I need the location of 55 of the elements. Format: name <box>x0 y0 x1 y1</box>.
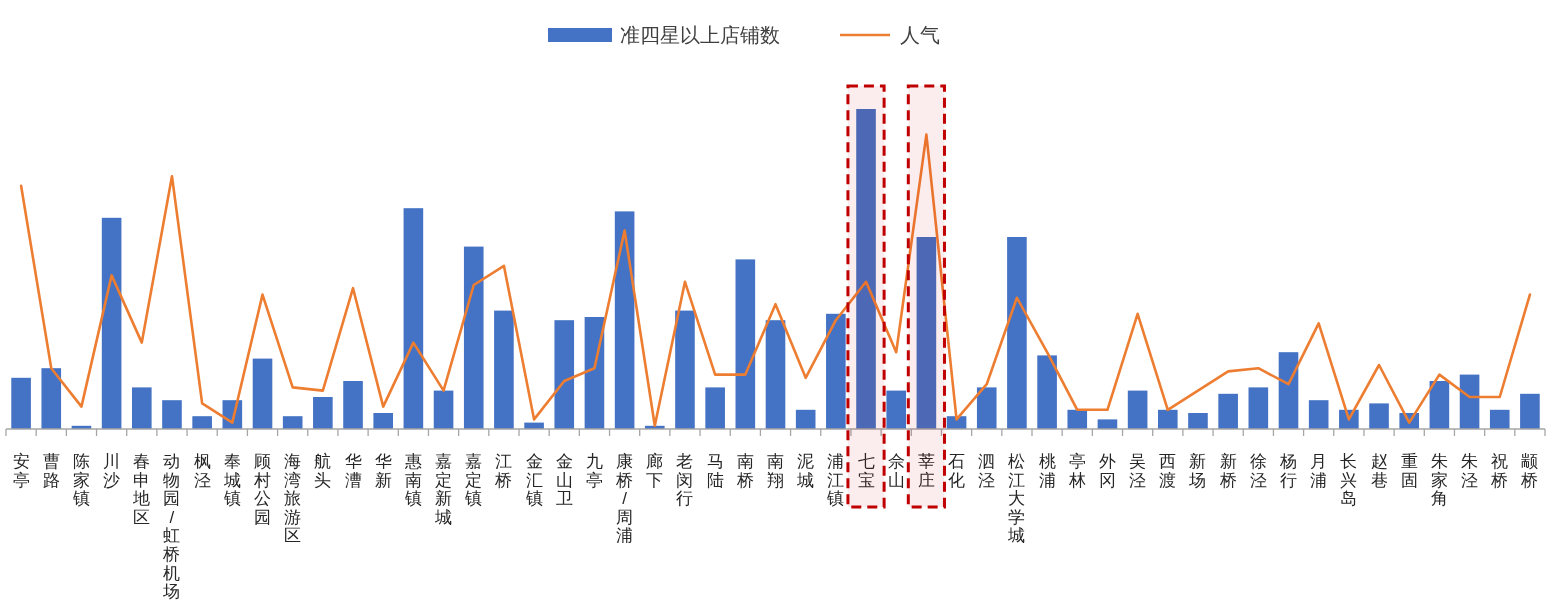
x-tick-label: 南桥 <box>736 452 754 490</box>
x-tick-label: 华新 <box>374 452 392 490</box>
x-tick-label: 新桥 <box>1219 452 1237 490</box>
x-tick-label: 桃浦 <box>1038 452 1056 490</box>
x-tick-label: 顾村公园 <box>254 452 271 527</box>
x-tick-label: 朱泾 <box>1461 452 1479 490</box>
x-tick-label: 西渡 <box>1159 452 1177 490</box>
legend-label: 准四星以上店铺数 <box>620 24 780 46</box>
x-tick-label: 重固 <box>1400 452 1418 490</box>
x-tick-label: 莘庄 <box>917 452 935 490</box>
x-tick-label: 南翔 <box>767 452 784 490</box>
legend-item: 人气 <box>840 24 940 46</box>
x-tick-label: 江桥 <box>495 452 513 490</box>
x-tick-label: 月浦 <box>1310 452 1328 490</box>
x-tick-label: 颛桥 <box>1521 452 1539 490</box>
x-tick-label: 亭林 <box>1068 452 1086 490</box>
x-tick-label: 九亭 <box>585 452 603 490</box>
x-tick-label: 长兴岛 <box>1340 452 1358 509</box>
x-tick-label: 嘉定镇 <box>465 452 483 509</box>
x-tick-label: 康桥/周浦 <box>616 452 634 546</box>
x-tick-label: 惠南镇 <box>404 452 422 509</box>
x-tick-label: 赵巷 <box>1370 452 1388 490</box>
x-tick-label: 朱家角 <box>1430 452 1448 509</box>
x-tick-label: 石化 <box>948 452 966 490</box>
x-tick-label: 春申地区 <box>133 452 151 527</box>
x-tick-label: 佘山 <box>887 452 905 490</box>
x-tick-label: 华漕 <box>344 452 362 490</box>
x-tick-label: 松江大学城 <box>1008 452 1026 546</box>
x-tick-label: 泥城 <box>797 452 815 490</box>
x-tick-label: 泗泾 <box>978 452 996 490</box>
x-tick-label: 浦江镇 <box>827 452 845 509</box>
x-tick-label: 动物园/虹桥机场 <box>163 452 181 602</box>
x-tick-label: 海湾旅游区 <box>284 452 302 546</box>
x-tick-label: 安亭 <box>12 452 30 490</box>
x-tick-label: 嘉定新城 <box>435 452 453 527</box>
x-tick-label: 新场 <box>1189 452 1207 490</box>
x-tick-label: 金山卫 <box>555 452 573 509</box>
x-tick-label: 徐泾 <box>1249 452 1267 490</box>
x-tick-label: 杨行 <box>1280 452 1297 490</box>
x-tick-label: 金汇镇 <box>525 452 543 509</box>
x-tick-label: 祝桥 <box>1491 452 1509 490</box>
x-tick-label: 陈家镇 <box>72 452 90 509</box>
x-tick-label: 奉城镇 <box>223 452 241 509</box>
x-tick-label: 航头 <box>314 452 332 490</box>
legend-label: 人气 <box>900 24 940 46</box>
x-tick-label: 老闵行 <box>676 452 694 509</box>
x-tick-label: 吴泾 <box>1129 452 1147 490</box>
x-tick-label: 外冈 <box>1098 452 1116 490</box>
x-tick-label: 曹路 <box>42 452 60 490</box>
x-tick-label: 枫泾 <box>193 452 211 490</box>
x-tick-label: 马陆 <box>706 452 724 490</box>
x-tick-label: 七宝 <box>857 452 875 490</box>
x-tick-label: 川沙 <box>103 452 121 490</box>
legend-item: 准四星以上店铺数 <box>548 24 780 46</box>
x-tick-label: 廊下 <box>646 452 664 490</box>
